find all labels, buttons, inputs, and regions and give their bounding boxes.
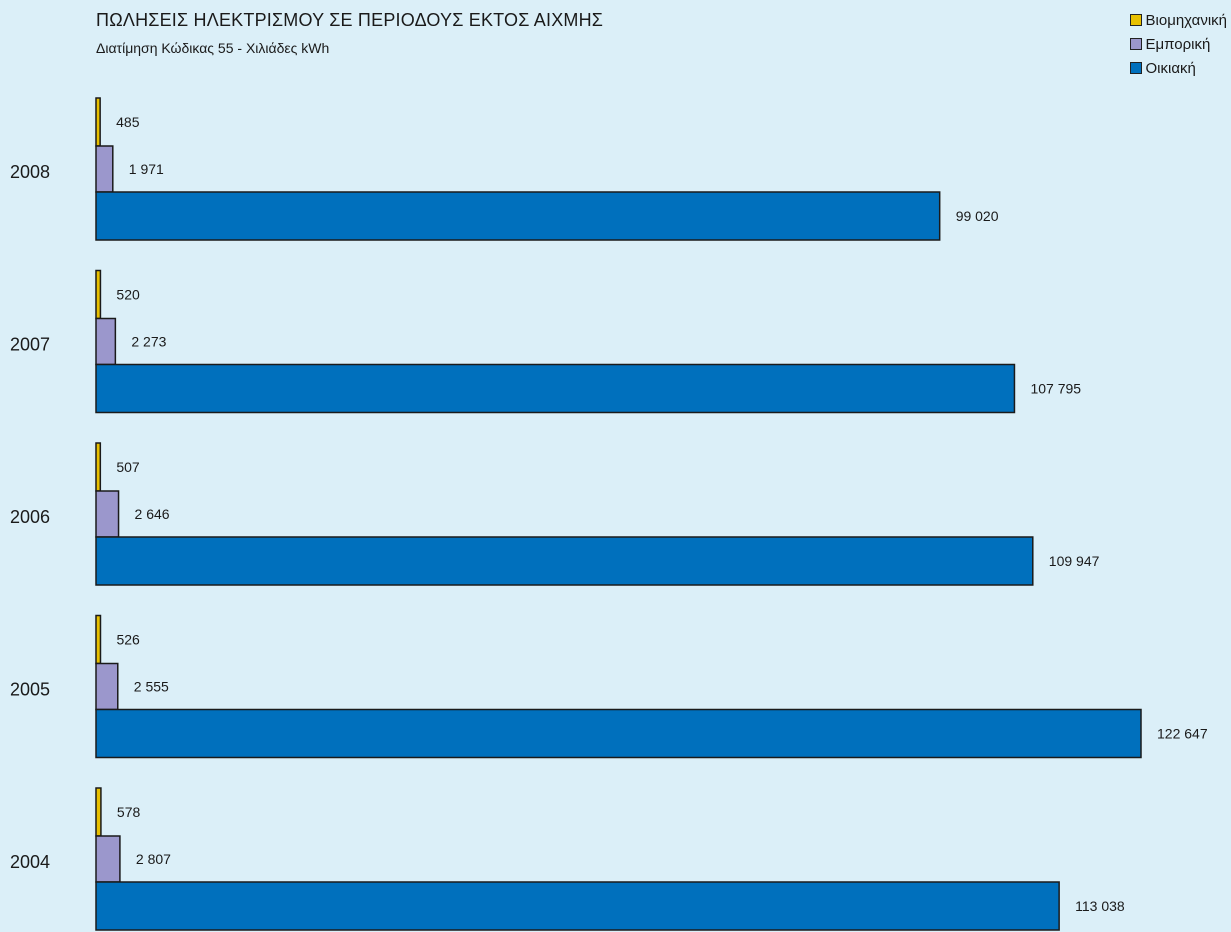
data-label-industrial-2007: 520 [116, 287, 140, 303]
legend-swatch-commercial [1129, 38, 1142, 50]
bar-commercial-2005 [95, 662, 119, 711]
bar-residential-2004 [95, 881, 1060, 931]
legend-label-residential: Οικιακή [1145, 59, 1196, 77]
category-label-2008: 2008 [10, 162, 50, 182]
data-label-industrial-2008: 485 [116, 114, 140, 130]
category-label-2004: 2004 [10, 852, 50, 872]
data-label-residential-2006: 109 947 [1049, 553, 1100, 569]
legend-label-industrial: Βιομηχανική [1145, 11, 1227, 29]
data-label-residential-2005: 122 647 [1157, 726, 1208, 742]
data-label-residential-2008: 99 020 [956, 208, 999, 224]
bar-industrial-2008 [95, 97, 101, 147]
bar-commercial-2004 [95, 835, 121, 883]
chart-subtitle: Διατίμηση Κώδικας 55 - Χιλιάδες kWh [96, 40, 330, 56]
category-label-2006: 2006 [10, 507, 50, 527]
bar-industrial-2007 [95, 269, 102, 320]
legend: Βιομηχανική Εμπορική Οικιακή [1129, 8, 1227, 80]
data-label-commercial-2008: 1 971 [129, 161, 164, 177]
legend-item-residential: Οικιακή [1129, 56, 1227, 80]
bar-industrial-2006 [95, 442, 102, 492]
data-label-commercial-2006: 2 646 [135, 506, 170, 522]
bar-residential-2008 [95, 191, 941, 241]
data-label-commercial-2005: 2 555 [134, 679, 169, 695]
bar-industrial-2004 [95, 787, 102, 837]
legend-label-commercial: Εμπορική [1145, 35, 1211, 53]
bar-industrial-2005 [95, 614, 102, 665]
category-label-2007: 2007 [10, 335, 50, 355]
bar-residential-2006 [95, 536, 1034, 586]
data-label-industrial-2005: 526 [116, 632, 140, 648]
bar-residential-2005 [95, 708, 1142, 759]
legend-item-industrial: Βιομηχανική [1129, 8, 1227, 32]
data-label-commercial-2007: 2 273 [131, 334, 166, 350]
data-label-residential-2004: 113 038 [1075, 898, 1125, 914]
bar-commercial-2006 [95, 490, 120, 538]
chart-title: ΠΩΛΗΣΕΙΣ ΗΛΕΚΤΡΙΣΜΟΥ ΣΕ ΠΕΡΙΟΔΟΥΣ ΕΚΤΟΣ … [96, 10, 604, 30]
data-label-industrial-2006: 507 [116, 459, 140, 475]
data-label-industrial-2004: 578 [117, 804, 141, 820]
bar-residential-2007 [95, 363, 1016, 414]
legend-item-commercial: Εμπορική [1129, 32, 1227, 56]
bar-commercial-2007 [95, 317, 117, 366]
category-label-2005: 2005 [10, 680, 50, 700]
bar-commercial-2008 [95, 145, 114, 193]
data-label-residential-2007: 107 795 [1030, 381, 1081, 397]
legend-swatch-residential [1129, 62, 1142, 74]
legend-swatch-industrial [1129, 14, 1142, 26]
data-label-commercial-2004: 2 807 [136, 851, 171, 867]
